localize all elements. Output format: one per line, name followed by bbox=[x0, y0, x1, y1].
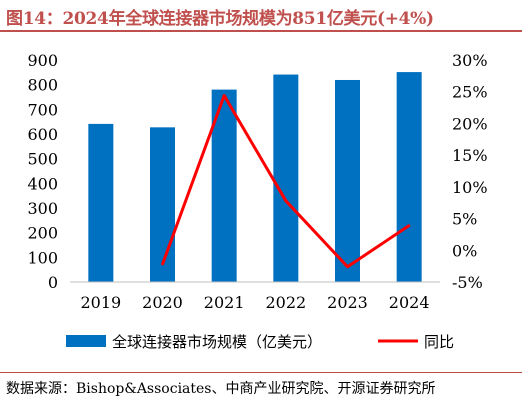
title-divider bbox=[0, 30, 522, 32]
left-tick-label: 400 bbox=[27, 174, 58, 193]
source-divider bbox=[0, 372, 522, 373]
left-axis: 0 100 200 300 400 500 600 700 800 900 bbox=[27, 51, 58, 292]
x-axis: 2019 2020 2021 2022 2023 2024 bbox=[80, 293, 429, 312]
bar-2024 bbox=[396, 72, 422, 282]
legend: 全球连接器市场规模（亿美元） 同比 bbox=[66, 333, 454, 351]
right-tick-label: 30% bbox=[452, 51, 488, 70]
x-tick-label: 2022 bbox=[265, 293, 306, 312]
growth-line-layer bbox=[161, 94, 411, 269]
legend-line-label: 同比 bbox=[424, 333, 454, 351]
left-tick-label: 500 bbox=[27, 150, 58, 169]
growth-point-2023 bbox=[346, 265, 349, 268]
x-tick-label: 2021 bbox=[204, 293, 245, 312]
x-tick-label: 2020 bbox=[142, 293, 183, 312]
x-tick-label: 2023 bbox=[327, 293, 368, 312]
right-tick-label: 0% bbox=[452, 241, 477, 260]
bar-2019 bbox=[88, 123, 114, 283]
bar-2022 bbox=[273, 74, 299, 282]
growth-point-2024 bbox=[407, 224, 411, 227]
legend-bar-swatch bbox=[66, 335, 106, 347]
left-tick-label: 100 bbox=[27, 248, 58, 267]
market-size-chart: 0 100 200 300 400 500 600 700 800 900 -5% 0% 5% 10% 1… bbox=[27, 51, 488, 351]
bar-2020 bbox=[150, 127, 175, 282]
left-tick-label: 800 bbox=[27, 76, 58, 95]
bars-layer bbox=[88, 72, 422, 283]
legend-bar-label: 全球连接器市场规模（亿美元） bbox=[112, 333, 322, 351]
left-tick-label: 600 bbox=[27, 125, 58, 144]
x-tick-label: 2024 bbox=[389, 293, 430, 312]
x-tick-label: 2019 bbox=[80, 293, 121, 312]
right-tick-label: 15% bbox=[452, 146, 488, 165]
right-tick-label: -5% bbox=[452, 273, 483, 292]
right-axis: -5% 0% 5% 10% 15% 20% 25% 30% bbox=[452, 51, 488, 292]
figure-title: 图14：2024年全球连接器市场规模为851亿美元(+4%) bbox=[6, 9, 434, 29]
right-tick-label: 25% bbox=[452, 83, 488, 102]
right-tick-label: 5% bbox=[452, 210, 477, 229]
left-tick-label: 0 bbox=[48, 273, 58, 292]
left-tick-label: 300 bbox=[27, 199, 58, 218]
right-tick-label: 10% bbox=[452, 178, 488, 197]
growth-point-2022 bbox=[284, 199, 288, 203]
left-tick-label: 900 bbox=[27, 51, 58, 70]
source-note: 数据来源：Bishop&Associates、中商产业研究院、开源证券研究所 bbox=[6, 381, 436, 397]
growth-point-2021 bbox=[222, 94, 226, 97]
left-tick-label: 200 bbox=[27, 224, 58, 243]
left-tick-label: 700 bbox=[27, 100, 58, 119]
growth-point-2020 bbox=[161, 263, 164, 266]
bar-2023 bbox=[335, 79, 360, 282]
right-tick-label: 20% bbox=[452, 114, 488, 133]
